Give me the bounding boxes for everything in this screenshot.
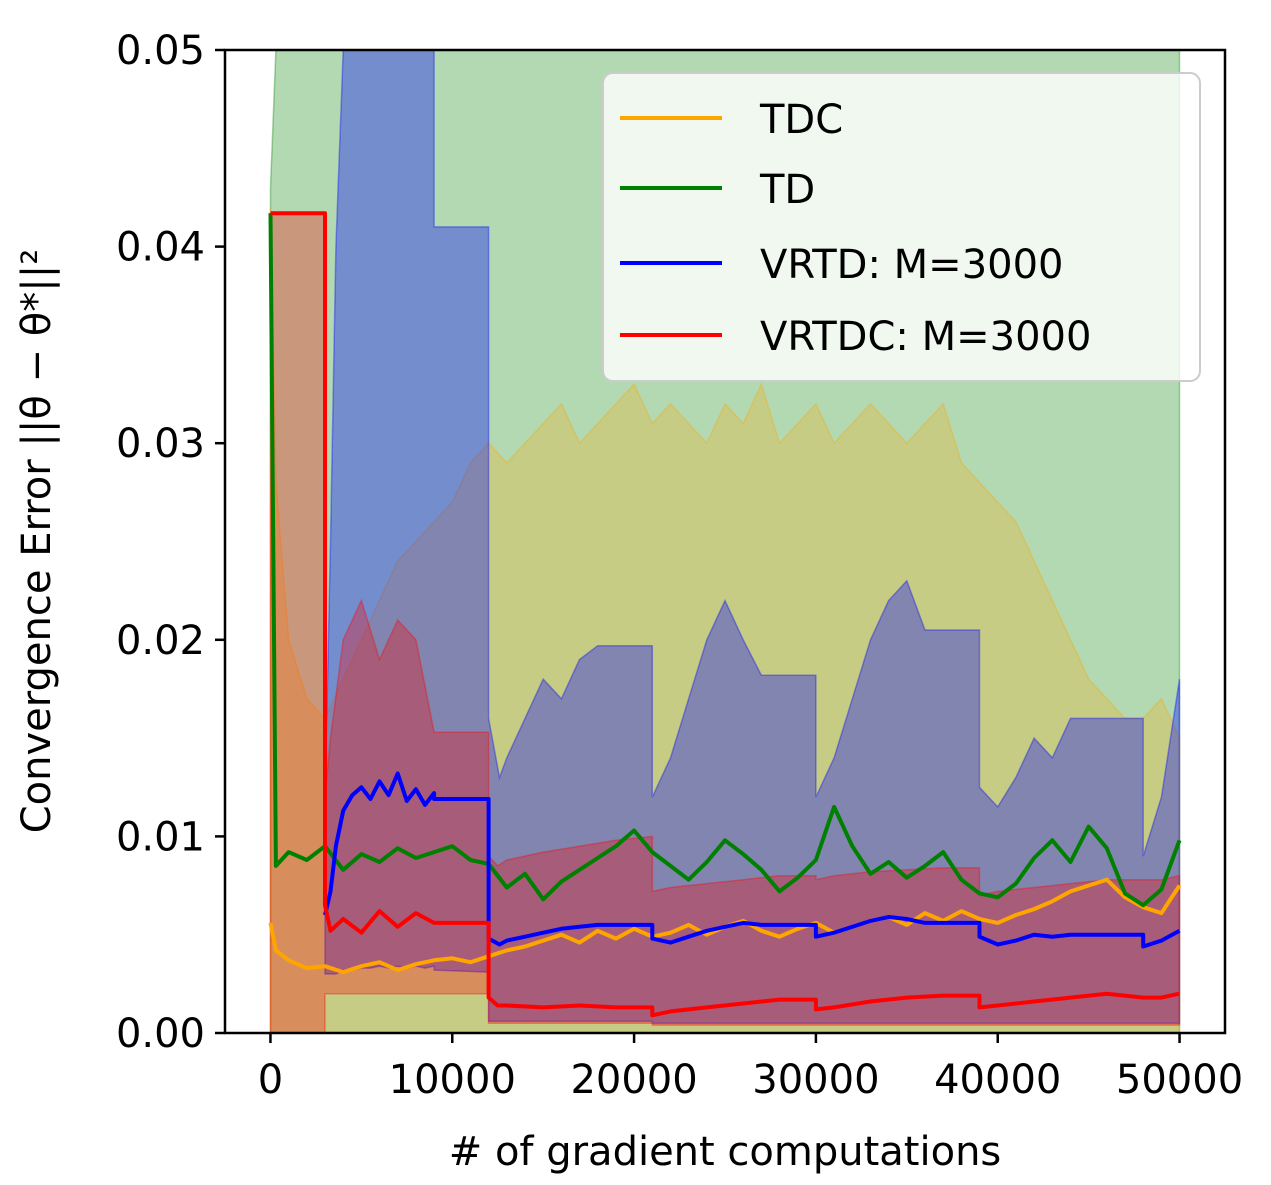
x-tick-label: 50000 <box>1116 1057 1243 1103</box>
x-tick-label: 10000 <box>389 1057 516 1103</box>
line-vrtdc-m-3000 <box>270 211 1180 1018</box>
band-vrtd-m-3000 <box>324 50 1181 1024</box>
y-tick-label: 0.00 <box>116 1011 205 1057</box>
x-axis-label: # of gradient computations <box>449 1129 1002 1175</box>
y-tick-label: 0.05 <box>116 28 205 74</box>
line-vrtd-m-3000 <box>323 771 1181 949</box>
y-tick-label: 0.04 <box>116 225 205 271</box>
legend-label-vrtd: VRTD: M=3000 <box>760 242 1064 288</box>
legend-label-td: TD <box>759 167 815 213</box>
line-td <box>268 213 1182 908</box>
x-tick-label: 20000 <box>570 1057 697 1103</box>
series-lines <box>268 211 1182 1018</box>
legend-label-tdc: TDC <box>759 97 843 143</box>
legend-box <box>602 72 1201 382</box>
x-tick-label: 30000 <box>752 1057 879 1103</box>
y-tick-label: 0.03 <box>116 421 205 467</box>
band-vrtdc-m-3000 <box>269 212 1181 1033</box>
plot-frame <box>223 48 1227 1035</box>
x-tick-label: 40000 <box>934 1057 1061 1103</box>
legend-label-vrtdc: VRTDC: M=3000 <box>760 314 1091 360</box>
y-axis-label: Convergence Error ||θ − θ*||² <box>14 249 60 834</box>
legend: TDC TD VRTD: M=3000 VRTDC: M=3000 <box>602 72 1201 382</box>
x-axis: 0 10000 20000 30000 40000 50000 <box>258 1033 1243 1103</box>
y-tick-label: 0.01 <box>116 814 205 860</box>
band-tdc <box>269 207 1181 1033</box>
y-tick-label: 0.02 <box>116 618 205 664</box>
y-axis: 0.00 0.01 0.02 0.03 0.04 0.05 <box>116 28 225 1057</box>
x-tick-label: 0 <box>258 1057 283 1103</box>
